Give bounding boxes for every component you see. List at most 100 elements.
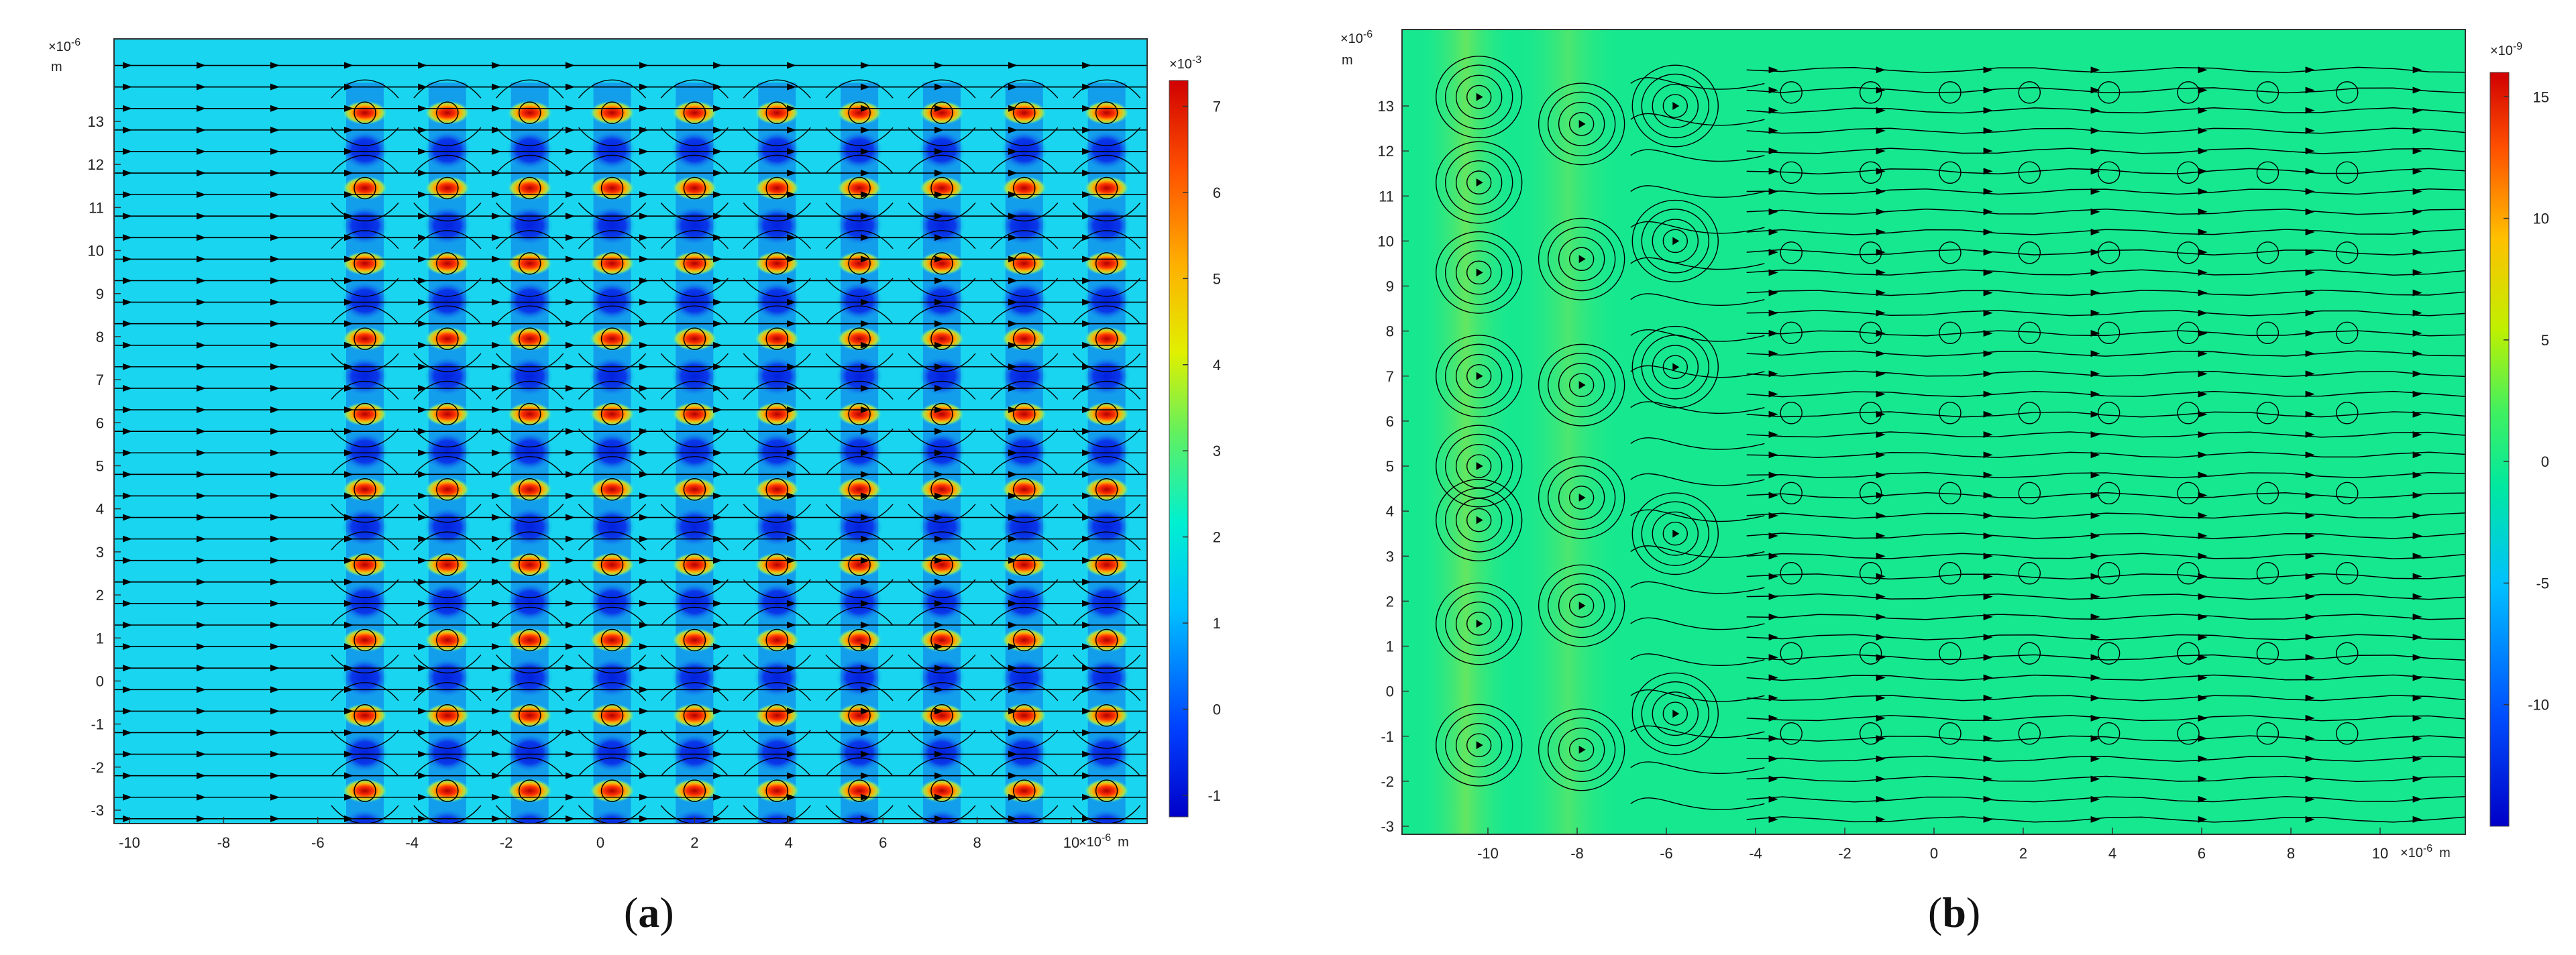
particle-outline xyxy=(2256,321,2279,345)
particle-outline xyxy=(354,628,376,652)
streamline-arrow xyxy=(2090,208,2100,215)
streamline-arrow xyxy=(418,492,427,500)
particle-outline xyxy=(354,553,376,576)
curved-streamline xyxy=(743,127,811,146)
streamline-arrow xyxy=(197,557,206,564)
curved-streamline xyxy=(578,504,647,523)
streamline-arrow xyxy=(713,320,722,327)
streamline xyxy=(1746,229,2465,235)
streamline-arrow xyxy=(2305,795,2315,803)
curved-streamline xyxy=(578,757,647,777)
particle-outline xyxy=(930,553,953,576)
vortex-ring xyxy=(1466,260,1492,285)
curved-streamline xyxy=(825,531,894,551)
tick-label: 3 xyxy=(1213,443,1221,459)
particle-outline xyxy=(436,101,459,124)
field-hotspot xyxy=(506,703,553,728)
particle-outline xyxy=(1013,704,1036,727)
streamline-arrow xyxy=(566,643,575,651)
streamline-arrow xyxy=(1008,578,1018,585)
streamline-arrow xyxy=(566,535,575,543)
curved-streamline xyxy=(578,531,647,551)
particle-outline xyxy=(600,779,624,802)
caption-a: (a) xyxy=(624,889,674,936)
streamline-arrow xyxy=(1876,329,1886,337)
low-field-lobe xyxy=(588,205,637,246)
streamline-arrow xyxy=(1983,188,1993,195)
particle-outline xyxy=(1013,327,1036,350)
streamline-arrow xyxy=(1008,428,1018,435)
particle-outline xyxy=(848,402,871,426)
streamline-arrow xyxy=(2198,87,2208,94)
tick-label: -4 xyxy=(405,834,419,851)
streamline-arrow xyxy=(1768,553,1778,560)
curved-streamline xyxy=(413,531,482,551)
field-hotspot xyxy=(918,402,965,427)
streamline-arrow xyxy=(418,514,427,521)
streamline-arrow xyxy=(934,406,944,414)
particle-outline xyxy=(1780,642,1803,665)
streamline-arrow xyxy=(1983,66,1993,74)
streamline-arrow xyxy=(1082,256,1091,263)
streamline-arrow xyxy=(2520,127,2530,134)
particle-outline xyxy=(1013,252,1036,275)
low-field-lobe xyxy=(670,581,719,622)
streamline-arrow xyxy=(2090,775,2100,783)
streamline-arrow xyxy=(2305,593,2315,600)
tick-label: 2 xyxy=(2019,845,2027,862)
streamline-arrow xyxy=(566,750,575,758)
vortex-ring xyxy=(1455,498,1503,543)
field-hotspot xyxy=(589,327,635,351)
streamline xyxy=(1746,249,2465,256)
streamline-arrow xyxy=(1983,593,1993,600)
streamline-arrow xyxy=(934,449,944,457)
streamline-arrow xyxy=(418,578,427,585)
streamline-arrow xyxy=(566,62,575,69)
streamline-arrow xyxy=(2198,775,2208,783)
particle-outline xyxy=(518,252,541,275)
vortex-ring xyxy=(1547,573,1616,638)
streamline-arrow xyxy=(123,708,132,715)
transition-streamline xyxy=(1630,257,1765,270)
tick-label: 4 xyxy=(96,501,104,518)
streamline-arrow xyxy=(1008,449,1018,457)
curved-streamline xyxy=(413,203,482,222)
streamline-arrow xyxy=(639,600,649,607)
streamline-arrow xyxy=(713,277,722,284)
streamline-arrow xyxy=(1082,320,1091,327)
streamline-arrow xyxy=(2305,694,2315,701)
streamline-arrow xyxy=(566,277,575,284)
particle-outline xyxy=(930,779,953,802)
streamline-arrow xyxy=(197,665,206,672)
streamline-arrow xyxy=(934,126,944,133)
streamline-arrow xyxy=(1768,532,1778,540)
streamline-arrow xyxy=(639,772,649,779)
streamline-arrow xyxy=(2090,148,2100,155)
streamline-arrow xyxy=(787,384,796,392)
vortex-arrow xyxy=(1578,119,1586,128)
streamline-arrow xyxy=(1008,772,1018,779)
streamline-arrow xyxy=(934,535,944,543)
curved-streamline xyxy=(496,730,564,749)
streamline-arrow xyxy=(2520,269,2530,276)
streamline-arrow xyxy=(1008,514,1018,521)
curved-streamline xyxy=(1073,380,1141,400)
particle-outline xyxy=(2256,562,2279,585)
streamline-arrow xyxy=(713,62,722,69)
tick-label: 6 xyxy=(1213,184,1221,201)
streamline-arrow xyxy=(566,471,575,478)
streamline-arrow xyxy=(2305,289,2315,296)
vortex-ring xyxy=(1558,475,1605,520)
streamline-arrow xyxy=(2305,87,2315,94)
streamline-arrow xyxy=(2520,168,2530,174)
curved-streamline xyxy=(331,805,399,824)
streamline-arrow xyxy=(2412,674,2422,681)
streamline-arrow xyxy=(566,126,575,133)
streamline-arrow xyxy=(492,126,501,133)
curved-streamline xyxy=(413,154,482,174)
vortex-arrow xyxy=(1476,372,1483,380)
streamline-arrow xyxy=(197,535,206,543)
curved-streamline xyxy=(331,606,399,626)
